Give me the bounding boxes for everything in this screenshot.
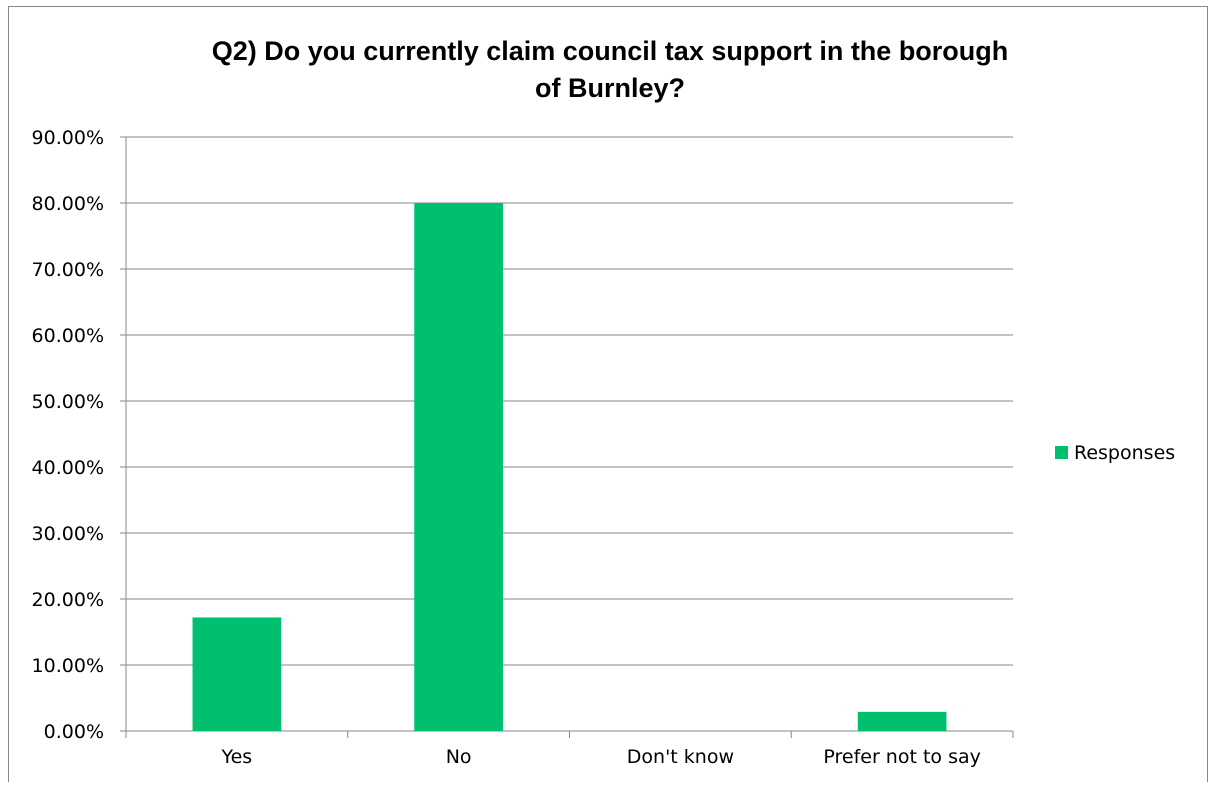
x-tick-label: Don't know bbox=[627, 746, 734, 768]
legend-swatch bbox=[1055, 446, 1068, 459]
x-tick-label: No bbox=[446, 746, 472, 768]
legend: Responses bbox=[1055, 442, 1175, 464]
chart-title-line-2: of Burnley? bbox=[535, 73, 685, 103]
x-tick-label: Yes bbox=[221, 746, 253, 768]
y-tick-label: 70.00% bbox=[32, 259, 104, 281]
chart-title-line-1: Q2) Do you currently claim council tax s… bbox=[212, 36, 1009, 66]
bar bbox=[192, 617, 282, 731]
y-tick-label: 40.00% bbox=[32, 457, 104, 479]
y-tick-label: 0.00% bbox=[44, 721, 104, 743]
y-tick-label: 90.00% bbox=[32, 127, 104, 149]
y-tick-label: 50.00% bbox=[32, 391, 104, 413]
bar bbox=[414, 203, 503, 731]
gridlines bbox=[126, 136, 1013, 666]
y-tick-label: 60.00% bbox=[32, 325, 104, 347]
x-tick-label: Prefer not to say bbox=[823, 746, 981, 768]
y-tick-label: 30.00% bbox=[32, 523, 104, 545]
y-tick-label: 20.00% bbox=[32, 589, 104, 611]
bars bbox=[192, 203, 947, 731]
legend-label: Responses bbox=[1074, 442, 1175, 464]
bar bbox=[857, 711, 947, 731]
y-tick-label: 80.00% bbox=[32, 193, 104, 215]
y-tick-label: 10.00% bbox=[32, 655, 104, 677]
tick-labels: 0.00% 10.00% 20.00% 30.00% 40.00% 50.00% 60.00… bbox=[32, 127, 981, 768]
